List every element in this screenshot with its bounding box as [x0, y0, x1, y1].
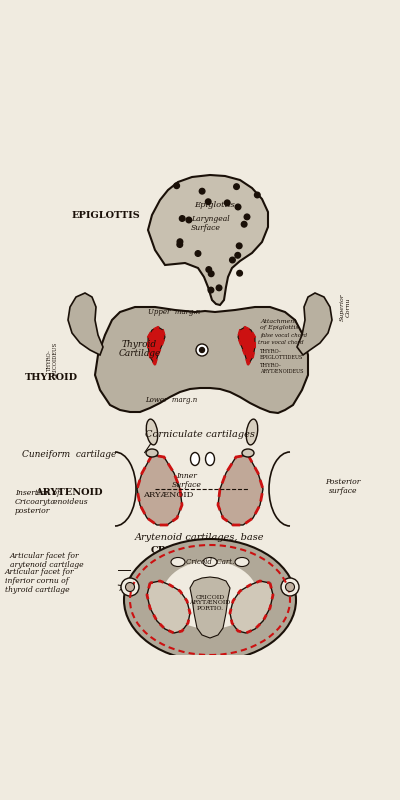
- Polygon shape: [68, 293, 103, 355]
- Ellipse shape: [162, 561, 258, 629]
- Circle shape: [216, 285, 222, 290]
- Text: of Epiglottis: of Epiglottis: [260, 325, 299, 330]
- Text: Laryngeal: Laryngeal: [191, 215, 230, 223]
- Ellipse shape: [203, 558, 217, 566]
- Circle shape: [199, 189, 205, 194]
- Polygon shape: [218, 455, 263, 525]
- Circle shape: [241, 222, 247, 227]
- Text: Cricoid  Cart.: Cricoid Cart.: [186, 558, 234, 566]
- Ellipse shape: [124, 539, 296, 661]
- Polygon shape: [147, 581, 190, 633]
- Polygon shape: [95, 307, 308, 413]
- Text: false vocal chord: false vocal chord: [260, 333, 307, 338]
- Text: THYRO-: THYRO-: [260, 349, 282, 354]
- Polygon shape: [238, 327, 255, 365]
- Circle shape: [206, 199, 211, 205]
- Polygon shape: [190, 577, 230, 638]
- Ellipse shape: [171, 558, 185, 566]
- Circle shape: [208, 271, 214, 277]
- Circle shape: [200, 347, 204, 353]
- Text: THYRO-: THYRO-: [260, 363, 282, 368]
- Text: CRICOID: CRICOID: [150, 546, 200, 555]
- Text: EPIGLOTTIS: EPIGLOTTIS: [72, 210, 141, 219]
- Circle shape: [179, 216, 185, 222]
- Circle shape: [121, 578, 139, 596]
- Text: CRICOID
ARYTÆNOID
PORTIO.: CRICOID ARYTÆNOID PORTIO.: [189, 594, 231, 611]
- Text: Surface: Surface: [191, 224, 221, 232]
- Text: Lower  marg.n: Lower marg.n: [145, 396, 197, 404]
- Text: Posterior
surface: Posterior surface: [325, 478, 361, 495]
- Circle shape: [177, 239, 183, 245]
- Circle shape: [236, 243, 242, 249]
- Polygon shape: [137, 455, 182, 525]
- Polygon shape: [230, 581, 273, 633]
- Circle shape: [174, 183, 180, 189]
- Text: Insertion of
Cricoarytænoideus
posterior: Insertion of Cricoarytænoideus posterior: [15, 489, 89, 515]
- Text: Superior
Cornu: Superior Cornu: [340, 293, 350, 321]
- Ellipse shape: [206, 453, 214, 466]
- Circle shape: [195, 250, 201, 256]
- Polygon shape: [148, 175, 268, 305]
- Ellipse shape: [146, 449, 158, 457]
- Circle shape: [237, 270, 242, 276]
- Text: Arytenoid cartilages, base: Arytenoid cartilages, base: [135, 533, 265, 542]
- Ellipse shape: [146, 419, 158, 445]
- Text: EPIGLOTTIDEUS: EPIGLOTTIDEUS: [260, 355, 303, 360]
- Circle shape: [244, 214, 250, 220]
- Circle shape: [208, 287, 214, 293]
- Circle shape: [254, 192, 260, 198]
- Ellipse shape: [190, 453, 200, 466]
- Polygon shape: [148, 327, 165, 365]
- Ellipse shape: [235, 558, 249, 566]
- Circle shape: [177, 242, 182, 247]
- Text: Thyroid: Thyroid: [122, 340, 157, 349]
- Circle shape: [286, 582, 294, 591]
- Circle shape: [126, 582, 134, 591]
- Text: Epiglottis: Epiglottis: [194, 201, 235, 209]
- Text: true vocal chord: true vocal chord: [258, 340, 304, 345]
- Circle shape: [224, 200, 230, 206]
- Circle shape: [281, 578, 299, 596]
- Text: THYRO-
CRICOIDEUS: THYRO- CRICOIDEUS: [46, 342, 58, 378]
- Text: Attachment: Attachment: [260, 319, 297, 324]
- Circle shape: [235, 204, 241, 210]
- Text: THYROID: THYROID: [25, 373, 78, 382]
- Text: Articular facet for
arytenoid cartilage: Articular facet for arytenoid cartilage: [10, 552, 84, 569]
- Circle shape: [235, 253, 240, 258]
- Ellipse shape: [246, 419, 258, 445]
- Text: Upper  marg.n: Upper marg.n: [148, 308, 200, 316]
- Polygon shape: [297, 293, 332, 355]
- Circle shape: [186, 217, 192, 222]
- Text: Corniculate cartilages: Corniculate cartilages: [145, 430, 255, 439]
- Circle shape: [196, 344, 208, 356]
- Circle shape: [234, 184, 239, 190]
- Circle shape: [230, 258, 235, 263]
- Text: ARYÆNOID: ARYÆNOID: [143, 491, 193, 499]
- Text: ARYTÆNOIDEUS: ARYTÆNOIDEUS: [260, 369, 304, 374]
- Text: Inner
Surface: Inner Surface: [172, 472, 202, 489]
- Circle shape: [206, 266, 212, 272]
- Text: Articular facet for
inferior cornu of
thyroid cartilage: Articular facet for inferior cornu of th…: [5, 568, 75, 594]
- Text: Cuneiform  cartilage: Cuneiform cartilage: [22, 450, 116, 459]
- Text: ARYTENOID: ARYTENOID: [35, 488, 102, 497]
- Text: Cartilage: Cartilage: [119, 349, 161, 358]
- Ellipse shape: [242, 449, 254, 457]
